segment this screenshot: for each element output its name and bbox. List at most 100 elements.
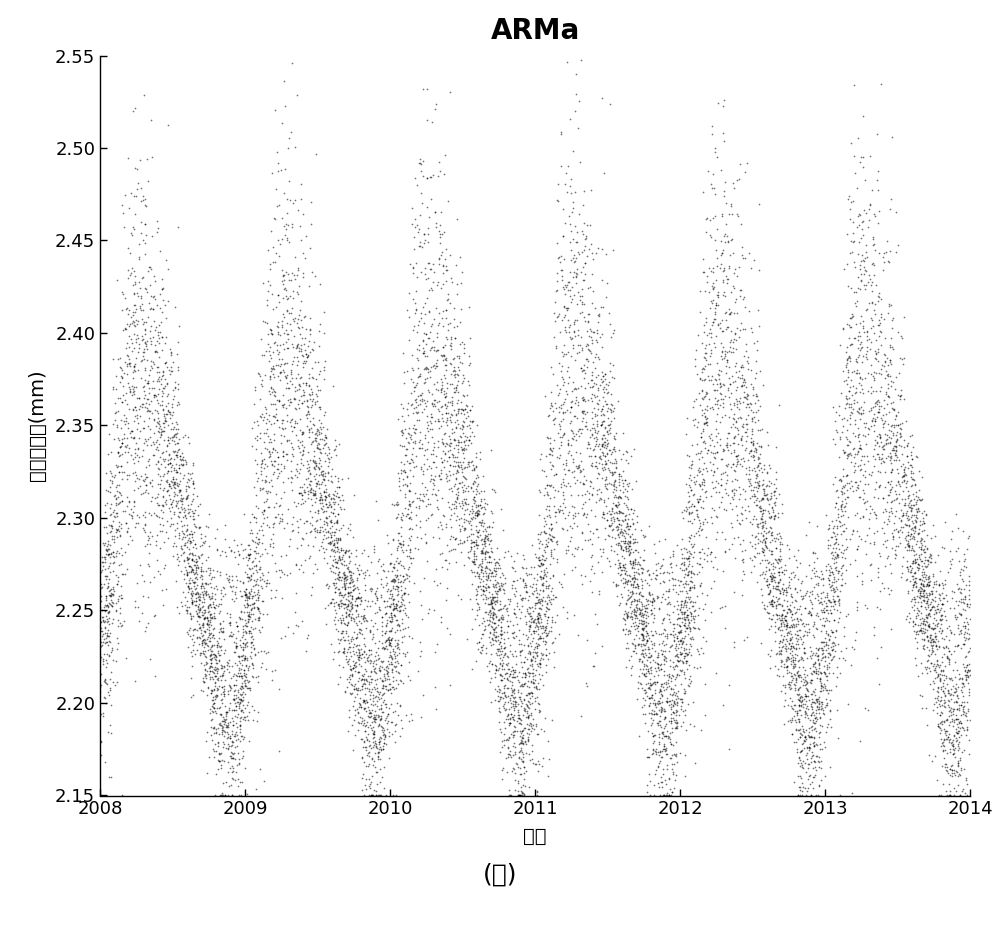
Point (958, 706, 974, 721)
Point (226, 593, 242, 608)
Point (606, 401, 622, 415)
Point (312, 512, 328, 526)
Point (827, 594, 843, 609)
Point (692, 479, 708, 494)
Point (154, 281, 170, 296)
Point (326, 533, 342, 548)
Point (191, 605, 207, 620)
Point (369, 593, 385, 608)
Point (960, 669, 976, 684)
Point (846, 396, 862, 411)
Point (698, 415, 714, 430)
Point (245, 588, 261, 603)
Point (142, 422, 158, 437)
Point (407, 296, 423, 311)
Point (553, 125, 569, 140)
Point (507, 695, 523, 709)
Point (127, 401, 143, 415)
Point (456, 523, 472, 537)
Point (833, 545, 849, 560)
Point (631, 594, 647, 609)
Point (890, 388, 906, 403)
Point (311, 437, 327, 451)
Point (207, 669, 223, 684)
Point (238, 670, 254, 684)
Point (896, 392, 912, 407)
Point (403, 372, 419, 387)
Point (906, 525, 922, 540)
Point (921, 620, 937, 635)
Point (743, 435, 759, 450)
Point (718, 304, 734, 319)
Point (511, 788, 527, 803)
Point (368, 788, 384, 803)
Point (833, 498, 849, 512)
Point (628, 586, 644, 600)
Point (678, 576, 694, 591)
Point (165, 472, 181, 487)
Point (256, 502, 272, 517)
Point (271, 394, 287, 409)
Point (126, 327, 142, 341)
Point (849, 599, 865, 614)
Point (139, 376, 155, 390)
Point (490, 561, 506, 575)
Point (238, 659, 254, 673)
Point (244, 438, 260, 453)
Point (372, 734, 388, 748)
Point (749, 483, 765, 498)
Point (411, 239, 427, 253)
Point (126, 264, 142, 278)
Point (508, 584, 524, 598)
Point (665, 711, 681, 726)
Point (892, 536, 908, 550)
Point (539, 509, 555, 524)
Point (839, 448, 855, 462)
Point (654, 730, 670, 745)
Point (808, 621, 824, 635)
Point (896, 472, 912, 487)
Point (225, 750, 241, 765)
Point (513, 726, 529, 741)
Point (783, 681, 799, 696)
Point (194, 608, 210, 623)
Point (771, 487, 787, 501)
Point (817, 679, 833, 694)
Point (759, 477, 775, 492)
Point (943, 682, 959, 697)
Point (762, 569, 778, 584)
Point (501, 746, 517, 761)
Point (657, 532, 673, 547)
Point (200, 638, 216, 653)
Point (203, 626, 219, 641)
Point (916, 574, 932, 588)
Point (178, 511, 194, 525)
Point (629, 576, 645, 591)
Point (912, 591, 928, 606)
Point (273, 436, 289, 450)
Point (627, 580, 643, 595)
Point (440, 395, 456, 410)
Point (536, 568, 552, 583)
Point (345, 639, 361, 654)
Point (707, 312, 723, 327)
Point (908, 555, 924, 570)
Point (202, 660, 218, 674)
Point (782, 603, 798, 618)
Point (946, 644, 962, 659)
Point (625, 558, 641, 573)
Point (369, 764, 385, 779)
Point (375, 639, 391, 654)
Point (682, 579, 698, 594)
Point (424, 339, 440, 354)
Point (870, 404, 886, 419)
Point (229, 619, 245, 634)
Point (140, 418, 156, 433)
Point (818, 563, 834, 578)
Point (801, 604, 817, 619)
Point (293, 388, 309, 403)
Point (188, 560, 204, 574)
Point (557, 404, 573, 419)
Point (567, 253, 583, 268)
Point (763, 486, 779, 500)
